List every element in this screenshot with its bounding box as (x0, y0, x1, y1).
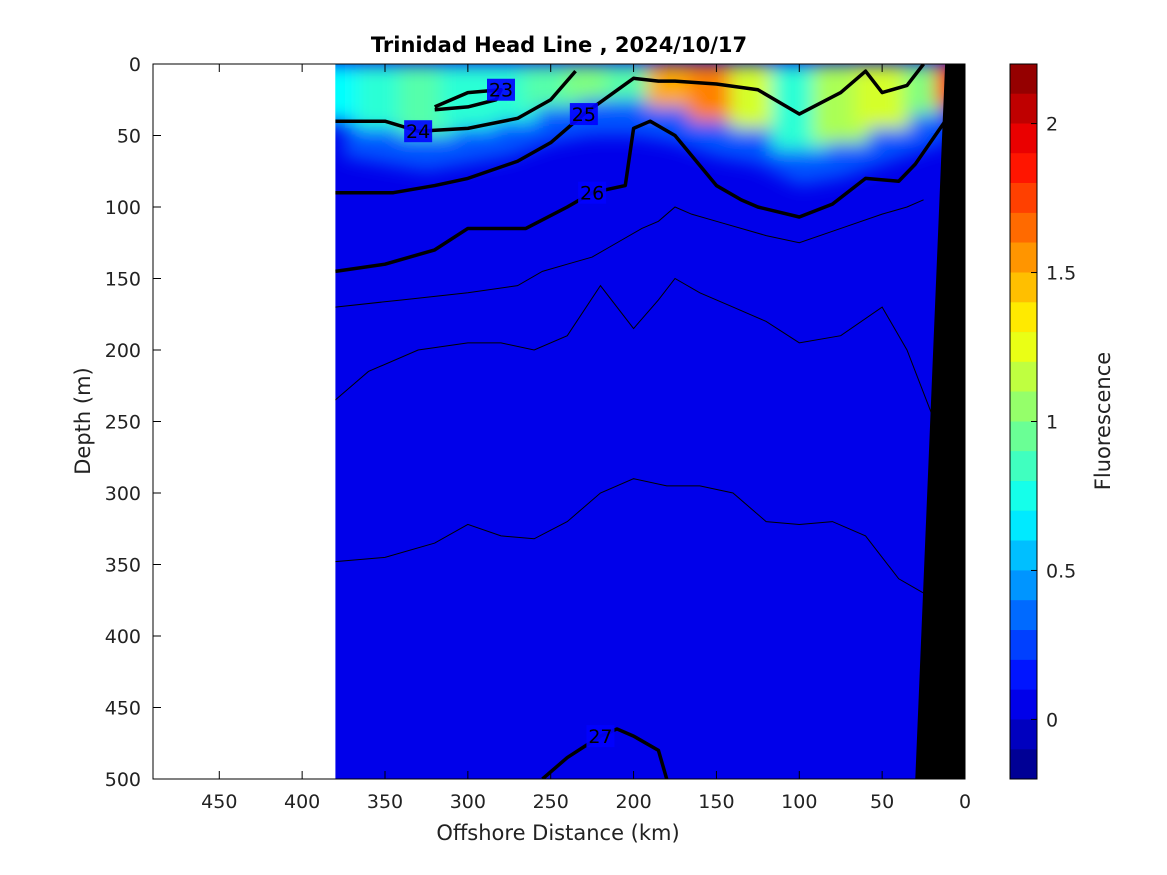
y-axis: 0 50 100 150 200 250 300 350 400 450 500 (105, 54, 965, 791)
colorbar-band (1010, 242, 1037, 273)
contour-label-bg (569, 103, 598, 126)
colorbar-tick-label: 1.5 (1046, 263, 1076, 285)
colorbar-ticks: 0 0.5 1 1.5 2 (1031, 114, 1076, 731)
colorbar-band (1010, 183, 1037, 213)
colorbar-label: Fluorescence (1091, 352, 1115, 490)
colorbar-band (1010, 540, 1037, 571)
x-tick-label: 100 (781, 791, 817, 813)
colorbar-tick-label: 1 (1046, 412, 1058, 434)
colorbar-band (1010, 749, 1037, 779)
y-tick-label: 300 (105, 483, 141, 505)
no-data-region (153, 64, 336, 779)
colorbar-band (1010, 481, 1037, 511)
colorbar-band (1010, 689, 1037, 720)
colorbar-tick-label: 0 (1046, 709, 1058, 731)
contour-label-bg (586, 725, 615, 748)
contour-line-26 (335, 119, 947, 274)
colorbar-band (1010, 212, 1037, 243)
colorbar-band (1010, 510, 1037, 541)
bathymetry (915, 64, 965, 779)
colorbar-band (1010, 451, 1037, 482)
contour-label-bg (578, 181, 607, 204)
y-tick-label: 350 (105, 555, 141, 577)
colorbar-band (1010, 570, 1037, 601)
colorbar-band (1010, 93, 1037, 124)
contour-line-thin (334, 277, 933, 415)
x-tick-label: 50 (870, 791, 894, 813)
y-tick-label: 200 (105, 340, 141, 362)
colorbar-band (1010, 719, 1037, 750)
y-tick-label: 100 (105, 197, 141, 219)
contour-line-thin (335, 478, 924, 594)
chart-title: Trinidad Head Line , 2024/10/17 (371, 33, 747, 57)
contour-line-27 (541, 727, 669, 779)
x-tick-label: 350 (367, 791, 403, 813)
contour-label: 23 (489, 80, 513, 102)
contour-label: 25 (572, 104, 596, 126)
plot-layer: 23 24 25 26 27 (153, 64, 965, 779)
y-tick-label: 400 (105, 626, 141, 648)
contour-label-bg (404, 120, 433, 143)
y-tick-label: 0 (129, 54, 141, 76)
colorbar-band (1010, 302, 1037, 333)
colorbar-band (1010, 600, 1037, 631)
x-tick-label: 200 (615, 791, 651, 813)
x-tick-label: 300 (450, 791, 486, 813)
colorbar-tick-label: 2 (1046, 114, 1058, 136)
contour-line-24 (335, 70, 577, 133)
contour-label: 24 (406, 121, 430, 143)
colorbar-band (1010, 659, 1037, 690)
contour-label-bg (487, 78, 515, 101)
y-tick-label: 50 (117, 126, 141, 148)
colorbar-tick-label: 0.5 (1046, 560, 1076, 582)
x-axis-label: Offshore Distance (km) (436, 821, 679, 845)
contour-label: 27 (588, 726, 612, 748)
x-axis: 450 400 350 300 250 200 150 100 50 0 (201, 64, 971, 813)
x-tick-label: 400 (284, 791, 320, 813)
colorbar-band (1010, 391, 1037, 422)
colorbar-bands (1009, 63, 1038, 780)
colorbar-band (1010, 630, 1037, 660)
contour-line-25 (335, 64, 925, 195)
x-tick-label: 450 (201, 791, 237, 813)
y-tick-label: 450 (105, 698, 141, 720)
colorbar-band (1010, 332, 1037, 362)
colorbar-band (1010, 64, 1037, 94)
y-axis-label: Depth (m) (71, 367, 95, 474)
x-tick-label: 150 (698, 791, 734, 813)
field-background (335, 64, 965, 779)
x-tick-label: 250 (533, 791, 569, 813)
contour-label: 26 (580, 183, 604, 205)
y-tick-label: 250 (105, 412, 141, 434)
contour-line-thin (335, 199, 924, 308)
x-tick-label: 0 (959, 791, 971, 813)
y-tick-label: 150 (105, 269, 141, 291)
colorbar-band (1010, 361, 1037, 392)
colorbar-band (1010, 272, 1037, 303)
colorbar-band (1010, 421, 1037, 452)
colorbar-band (1010, 153, 1037, 184)
y-tick-label: 500 (105, 769, 141, 791)
colorbar-band (1010, 123, 1037, 154)
